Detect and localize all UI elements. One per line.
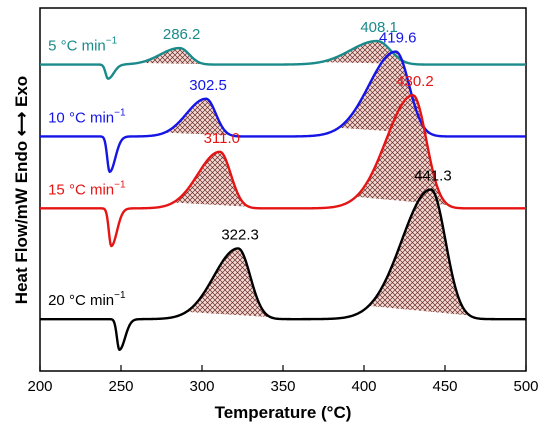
series-line [39, 50, 527, 174]
peak-label: 311.0 [204, 130, 240, 147]
series-label: 10 °C min−1 [48, 107, 126, 126]
peak-label: 322.3 [221, 226, 259, 243]
y-axis-label-endo: Heat Flow/mW Endo [12, 141, 31, 304]
peak-label: 286.2 [163, 26, 201, 43]
x-tick-label: 450 [432, 378, 457, 395]
series-label: 20 °C min−1 [48, 290, 126, 309]
peak-area-hatch [186, 248, 271, 318]
peak-label: 419.6 [379, 30, 417, 47]
peak-area-hatch [355, 95, 449, 206]
peak-area-hatch [368, 189, 470, 316]
peak-label: 441.3 [414, 168, 452, 185]
x-tick-label: 300 [189, 378, 214, 395]
x-tick-label: 400 [351, 378, 376, 395]
x-tick-label: 250 [108, 378, 133, 395]
y-axis-title: Heat Flow/mW Endo ⟷ Exo [12, 76, 31, 304]
peak-areas [138, 41, 470, 318]
peak-area-hatch [164, 98, 232, 136]
x-axis-title: Temperature (°C) [215, 403, 352, 422]
series-line [39, 39, 527, 80]
peak-area-hatch [138, 48, 206, 65]
series-curves [39, 39, 527, 351]
peak-label: 408.1 [360, 19, 398, 36]
series-label: 5 °C min−1 [48, 36, 118, 55]
series-label: 15 °C min−1 [48, 179, 126, 198]
peak-label: 430.2 [396, 73, 434, 90]
series-line [39, 94, 527, 248]
x-tick-label: 350 [270, 378, 295, 395]
x-tick-label: 500 [513, 378, 538, 395]
y-axis-arrow: ⟷ [12, 107, 31, 136]
series-line [39, 188, 527, 351]
peak-label: 302.5 [189, 77, 227, 94]
y-axis-label-exo: Exo [12, 76, 31, 107]
x-tick-label: 200 [27, 378, 52, 395]
x-axis: 200 250 300 350 400 450 500 [27, 365, 539, 395]
series-labels: 5 °C min−1 286.2 408.1 10 °C min−1 302.5 419.… [48, 19, 452, 309]
svg-text:Heat Flow/mW Endo ⟷: Heat Flow/mW Endo ⟷ Exo [12, 76, 31, 304]
peak-area-hatch [173, 151, 249, 207]
